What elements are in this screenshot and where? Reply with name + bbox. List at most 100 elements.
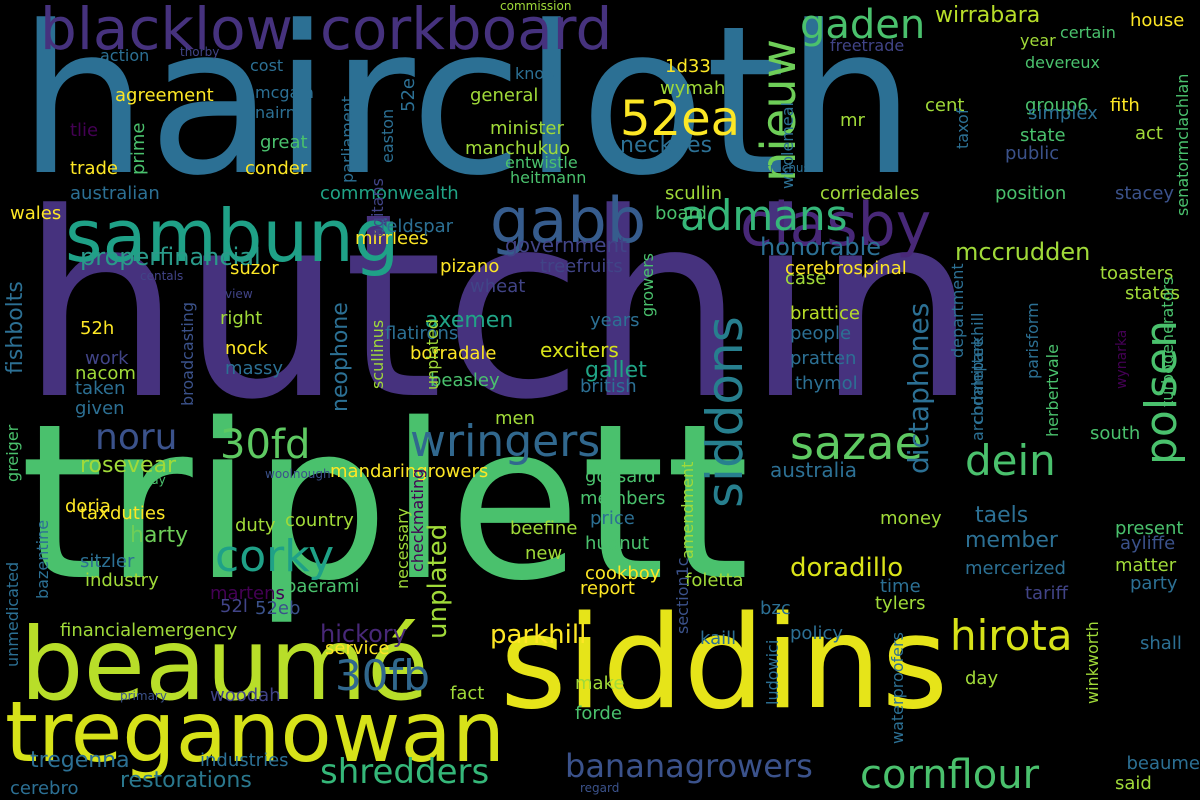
cloud-word: price (590, 508, 635, 529)
cloud-word: beasley (430, 370, 500, 391)
cloud-word: foletta (685, 570, 744, 591)
cloud-word: duties (110, 503, 166, 524)
cloud-word: scullinus (368, 319, 387, 390)
cloud-word: pratten (790, 348, 857, 369)
cloud-word: unplated (423, 319, 442, 391)
cloud-word: member (965, 528, 1058, 553)
cloud-word: financialemergency (60, 620, 238, 641)
cloud-word: 52l (220, 596, 248, 617)
cloud-word: siddins (500, 589, 949, 738)
cloud-word: taxof (953, 108, 972, 149)
cloud-word: wholemeal (778, 102, 797, 190)
cloud-word: gaden (800, 2, 926, 48)
cloud-word: nacom (75, 363, 136, 384)
cloud-word: doradillo (790, 553, 904, 583)
cloud-word: entwistle (505, 153, 578, 172)
cloud-word: industry (85, 570, 159, 591)
cloud-word: cookboy (585, 563, 661, 584)
cloud-word: wirrabara (935, 3, 1041, 28)
cloud-word: winkworth (1083, 621, 1102, 705)
cloud-word: group6 (1025, 95, 1089, 116)
cloud-word: easton (378, 108, 397, 163)
cloud-word: mr (840, 110, 865, 131)
cloud-word: neckties (620, 133, 713, 158)
cloud-word: cerebro (10, 778, 79, 799)
cloud-word: checkmating (408, 468, 427, 572)
cloud-word: kaill (700, 628, 737, 649)
cloud-word: cent (925, 95, 965, 116)
cloud-word: work (85, 348, 129, 369)
cloud-word: tariff (1025, 583, 1068, 604)
cloud-word: axemen (425, 308, 514, 333)
cloud-word: noru (95, 417, 178, 458)
cloud-word: flatirons (385, 323, 459, 344)
cloud-word: corkboard (320, 0, 613, 63)
cloud-word: treefruits (540, 256, 623, 277)
cloud-word: tregenna (30, 748, 130, 773)
cloud-word: freetrade (830, 36, 905, 55)
cloud-word: feldspar (380, 216, 454, 237)
cloud-word: rosevear (80, 453, 177, 478)
cloud-word: year (1020, 31, 1056, 50)
cloud-word: present (1115, 518, 1184, 539)
cloud-word: australian (70, 183, 160, 204)
cloud-word: haircloth (18, 0, 916, 221)
cloud-word: hirota (950, 611, 1073, 660)
cloud-word: beefine (510, 518, 578, 539)
cloud-word: bazentine (33, 520, 52, 600)
cloud-word: forde (575, 703, 622, 724)
cloud-word: committee (968, 337, 987, 425)
cloud-word: 1d33 (665, 56, 711, 77)
cloud-word: money (880, 508, 942, 529)
cloud-word: cerebrospinal (785, 258, 907, 279)
cloud-word: right (220, 308, 263, 329)
cloud-word: mandaringrowers (330, 461, 489, 482)
cloud-word: manchukuo (465, 138, 570, 159)
cloud-word: honorable (760, 233, 882, 261)
cloud-word: parkhill (490, 620, 587, 650)
cloud-word: members (580, 488, 666, 509)
cloud-word: woodah (210, 685, 281, 706)
cloud-word: australia (770, 458, 858, 482)
cloud-word: 52eb (255, 598, 301, 619)
cloud-word: simplex (1028, 103, 1098, 124)
cloud-word: regard (580, 781, 620, 795)
cloud-word: admans (680, 191, 848, 240)
cloud-word: certain (1060, 23, 1116, 42)
cloud-word: hutchin (20, 159, 978, 456)
cloud-word: martens (210, 583, 285, 604)
cloud-word: years (590, 310, 640, 331)
cloud-word: massy (225, 358, 283, 379)
cloud-word: great (260, 132, 308, 153)
cloud-word: conder (245, 158, 308, 179)
cloud-word: harty (130, 523, 189, 548)
cloud-word: government (505, 233, 627, 257)
cloud-word: heitmann (510, 168, 587, 187)
cloud-word: party (1130, 573, 1178, 594)
cloud-word: sazae (790, 416, 923, 470)
cloud-word: doria (65, 496, 111, 517)
cloud-word: beaume (1126, 753, 1200, 774)
cloud-word: house (1130, 10, 1185, 31)
cloud-word: nock (225, 338, 268, 359)
cloud-word: position (995, 183, 1067, 204)
cloud-word: say (145, 473, 166, 487)
cloud-word: fishbolts (3, 281, 28, 374)
cloud-word: ayliffe (1120, 533, 1176, 554)
cloud-word: necessary (393, 508, 412, 590)
cloud-word: agreement (115, 85, 214, 106)
cloud-word: hudnut (585, 533, 650, 554)
cloud-word: mccrudden (955, 238, 1091, 266)
cloud-word: agitans (368, 177, 387, 237)
cloud-word: wheat (470, 276, 526, 297)
cloud-word: greiger (3, 424, 22, 482)
cloud-word: herbertvale (1043, 343, 1062, 437)
cloud-word: general (470, 85, 539, 106)
cloud-word: report (580, 578, 635, 599)
cloud-word: waterproofers (888, 632, 907, 745)
cloud-word: fact (450, 683, 485, 704)
cloud-word: centals (140, 269, 184, 283)
cloud-word: fith (1110, 95, 1140, 116)
cloud-word: siddons (696, 315, 754, 508)
